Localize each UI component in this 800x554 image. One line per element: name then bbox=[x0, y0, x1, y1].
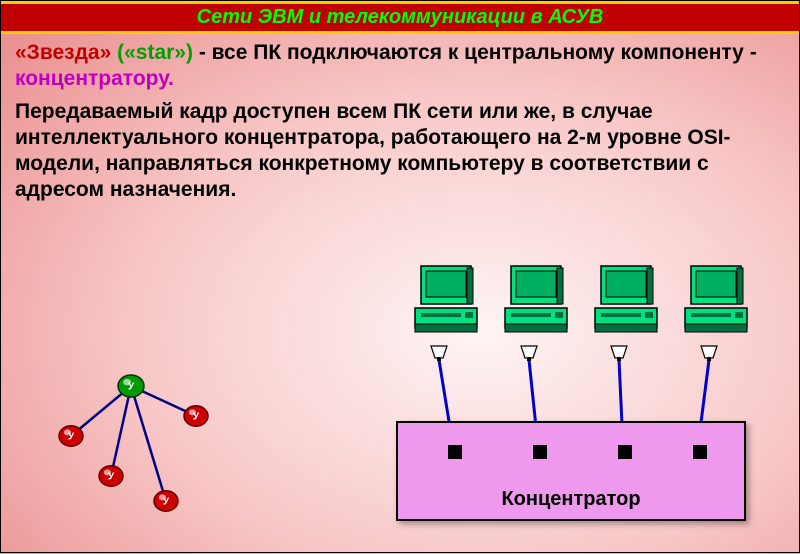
star-outer-node: У bbox=[184, 406, 208, 426]
p1-middle: - все ПК подключаются к центральному ком… bbox=[193, 41, 757, 64]
term-star-en: («star») bbox=[111, 41, 193, 64]
svg-text:У: У bbox=[68, 432, 75, 443]
star-edge bbox=[131, 386, 166, 501]
text-block: «Звезда» («star») - все ПК подключаются … bbox=[1, 34, 799, 212]
hub-port bbox=[693, 445, 707, 459]
star-topology-diagram: У У У У У bbox=[46, 346, 246, 536]
star-center-node: У bbox=[118, 375, 144, 397]
header-bar: Сети ЭВМ и телекоммуникации в АСУВ bbox=[1, 1, 799, 34]
star-outer-node: У bbox=[59, 426, 83, 446]
pc-connector-icon bbox=[609, 344, 629, 362]
computer-icon bbox=[591, 264, 661, 339]
svg-text:У: У bbox=[128, 382, 135, 393]
pc-connector-icon bbox=[699, 344, 719, 362]
star-outer-node: У bbox=[99, 466, 123, 486]
svg-text:У: У bbox=[163, 497, 170, 508]
pc-connector-icon bbox=[519, 344, 539, 362]
svg-text:У: У bbox=[108, 472, 115, 483]
star-outer-node: У bbox=[154, 491, 178, 511]
hub-port bbox=[533, 445, 547, 459]
paragraph-2: Передаваемый кадр доступен всем ПК сети … bbox=[15, 99, 785, 204]
diagram-area: У У У У У Концентратор bbox=[1, 256, 800, 554]
term-star-ru: «Звезда» bbox=[15, 41, 111, 64]
hub-label: Концентратор bbox=[398, 488, 744, 511]
hub-port bbox=[448, 445, 462, 459]
page-title: Сети ЭВМ и телекоммуникации в АСУВ bbox=[1, 6, 799, 29]
term-concentrator: концентратору. bbox=[15, 67, 174, 90]
computer-icon bbox=[681, 264, 751, 339]
svg-text:У: У bbox=[193, 412, 200, 423]
pc-connector-icon bbox=[429, 344, 449, 362]
paragraph-1: «Звезда» («star») - все ПК подключаются … bbox=[15, 40, 785, 93]
hub-concentrator: Концентратор bbox=[396, 421, 746, 521]
hub-port bbox=[618, 445, 632, 459]
computer-icon bbox=[501, 264, 571, 339]
computer-icon bbox=[411, 264, 481, 339]
